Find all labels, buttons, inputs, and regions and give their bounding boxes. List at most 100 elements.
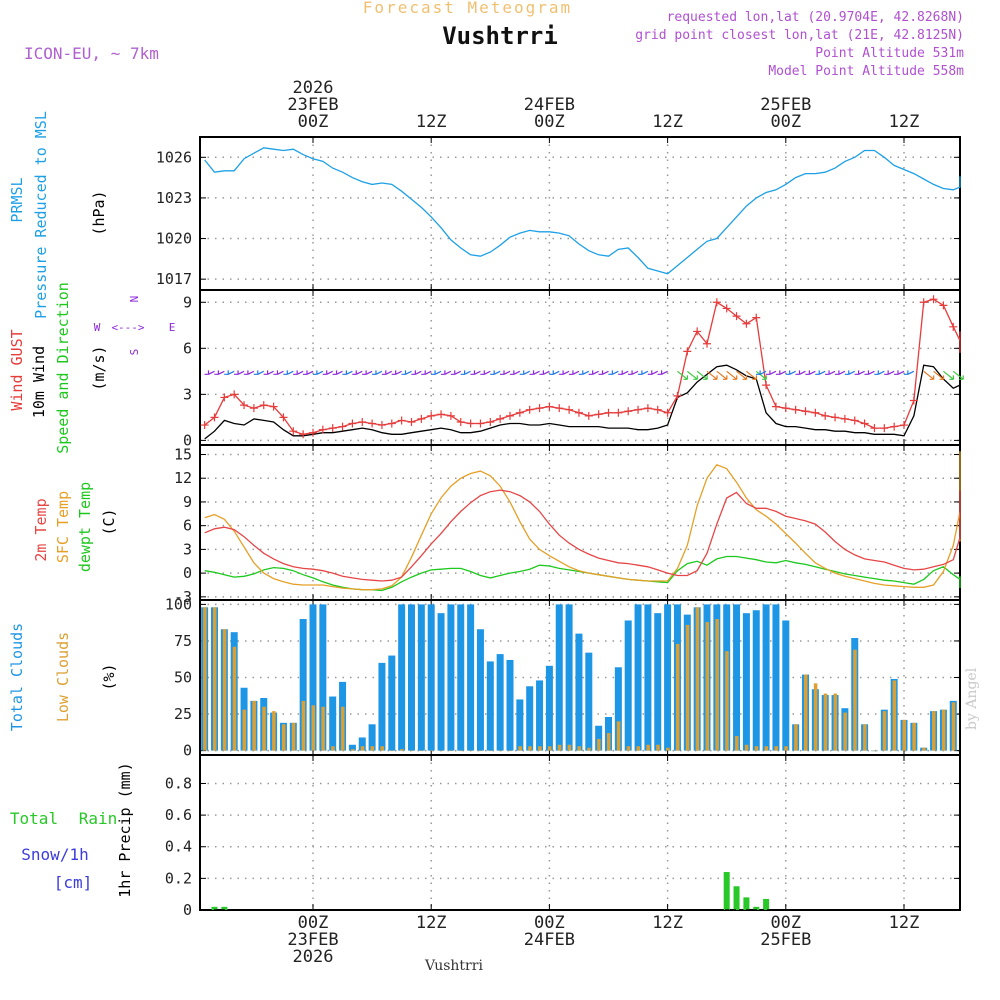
wind-gust-point bbox=[683, 347, 692, 356]
clouds-ytick-label: 100 bbox=[165, 595, 192, 613]
low-cloud-bar bbox=[518, 746, 522, 751]
page-title: Vushtrri bbox=[442, 22, 558, 50]
wind-direction-arrow bbox=[283, 370, 294, 375]
low-cloud-bar bbox=[636, 746, 641, 751]
low-cloud-bar bbox=[341, 706, 345, 751]
total-cloud-bar bbox=[368, 724, 376, 751]
wind-gust-point bbox=[486, 417, 495, 426]
low-cloud-bar bbox=[567, 744, 572, 751]
wind-gust-point bbox=[506, 411, 514, 420]
wind-gust-point bbox=[614, 408, 623, 417]
wind-direction-arrow bbox=[706, 370, 718, 380]
wind-direction-arrow bbox=[726, 370, 738, 380]
total-cloud-bar bbox=[536, 680, 544, 751]
wind-direction-arrow bbox=[628, 370, 639, 375]
sfc-temp-line bbox=[204, 451, 961, 591]
wind-gust-point bbox=[210, 413, 219, 422]
wind-unit: (m/s) bbox=[90, 345, 108, 390]
low-cloud-bar bbox=[725, 651, 729, 751]
wind-gust-point bbox=[338, 422, 347, 431]
wind-direction-arrow bbox=[834, 370, 846, 375]
wind-gust-point bbox=[712, 298, 721, 307]
total-cloud-bar bbox=[299, 619, 307, 751]
model-label: ICON-EU, ~ 7km bbox=[24, 44, 159, 63]
wind-direction-arrow bbox=[214, 370, 225, 375]
rain-bar bbox=[211, 906, 218, 910]
wind-direction-arrow bbox=[686, 370, 698, 380]
total-cloud-bar bbox=[624, 620, 632, 751]
wind-gust-point bbox=[762, 381, 771, 390]
low-cloud-bar bbox=[735, 735, 739, 751]
wind-direction-arrow bbox=[608, 370, 619, 375]
low-cloud-bar bbox=[843, 712, 847, 751]
low-cloud-bar bbox=[360, 746, 365, 751]
point-altitude: Point Altitude 531m bbox=[815, 46, 964, 61]
wind-gust-point bbox=[279, 413, 288, 422]
low-cloud-bar bbox=[459, 750, 463, 752]
low-cloud-bar bbox=[685, 624, 690, 751]
wind-gust-point bbox=[860, 419, 869, 428]
low-cloud-bar bbox=[222, 629, 227, 751]
total-cloud-bar bbox=[772, 604, 780, 751]
low-cloud-bar bbox=[646, 744, 650, 751]
wind-gust-point bbox=[318, 425, 327, 434]
wind-direction-arrow bbox=[460, 370, 471, 375]
time-label-bottom: 00Z bbox=[534, 913, 565, 933]
low-cloud-bar bbox=[705, 621, 709, 751]
wind-direction-arrow bbox=[509, 370, 521, 375]
pressure-ytick-label: 1020 bbox=[156, 230, 192, 248]
pressure-ytick-label: 1017 bbox=[156, 270, 192, 288]
low-cloud-bar bbox=[656, 744, 660, 751]
low-cloud-bar bbox=[804, 674, 808, 751]
compass-n: N bbox=[128, 296, 141, 303]
wind-direction-arrow bbox=[411, 370, 422, 375]
low-cloud-bar bbox=[547, 746, 552, 751]
wind-gust-point bbox=[328, 424, 337, 433]
low-cloud-bar bbox=[469, 750, 473, 752]
low-cloud-bar bbox=[449, 750, 453, 752]
wind-gust-point bbox=[850, 416, 859, 425]
total-cloud-bar bbox=[614, 667, 622, 751]
wind-direction-arrow bbox=[637, 370, 649, 375]
low-cloud-bar bbox=[538, 746, 542, 751]
rain-bar bbox=[763, 898, 770, 910]
low-cloud-bar bbox=[951, 702, 956, 751]
time-label-bottom: 00Z bbox=[770, 913, 801, 933]
wind-gust-point bbox=[939, 301, 948, 310]
time-label-top: 24FEB bbox=[524, 95, 575, 115]
wind-gust-point bbox=[821, 411, 830, 420]
time-label-bottom: 24FEB bbox=[524, 930, 575, 950]
low-cloud-bar bbox=[252, 700, 256, 751]
wind-direction-arrow bbox=[421, 370, 432, 375]
wind-gust-point bbox=[584, 411, 593, 420]
wind-direction-arrow bbox=[549, 370, 560, 375]
temperature-ytick-label: 12 bbox=[174, 469, 192, 487]
low-cloud-bar bbox=[429, 750, 434, 752]
low-cloud-bar bbox=[400, 749, 404, 751]
rain-bar bbox=[743, 897, 750, 910]
time-label-bottom: 25FEB bbox=[760, 930, 811, 950]
compass-s: S bbox=[128, 349, 141, 356]
wind-direction-arrow bbox=[234, 370, 245, 375]
low-cloud-bar bbox=[784, 746, 788, 751]
wind-gust-point bbox=[466, 419, 475, 428]
wind-direction-arrow bbox=[864, 370, 875, 375]
low-cloud-bar bbox=[488, 750, 493, 752]
wind-direction-arrow bbox=[765, 370, 777, 375]
wind-direction-arrow bbox=[568, 370, 580, 375]
wind-gust-point bbox=[220, 393, 229, 402]
wind-direction-arrow bbox=[943, 370, 954, 380]
wind-direction-arrow bbox=[588, 370, 599, 375]
total-cloud-bar bbox=[526, 686, 534, 751]
total-cloud-label: Total Clouds bbox=[8, 623, 26, 731]
time-label-top: 12Z bbox=[652, 112, 683, 132]
low-cloud-bar bbox=[912, 722, 916, 751]
low-cloud-bar bbox=[262, 706, 266, 751]
wind-gust-point bbox=[437, 410, 446, 419]
wind-direction-arrow bbox=[312, 370, 324, 375]
pressure-line bbox=[204, 147, 961, 275]
total-cloud-bar bbox=[467, 604, 475, 751]
wind-gust-point bbox=[929, 295, 938, 304]
clouds-ytick-label: 50 bbox=[174, 669, 192, 687]
temp-2m-line bbox=[204, 489, 961, 582]
